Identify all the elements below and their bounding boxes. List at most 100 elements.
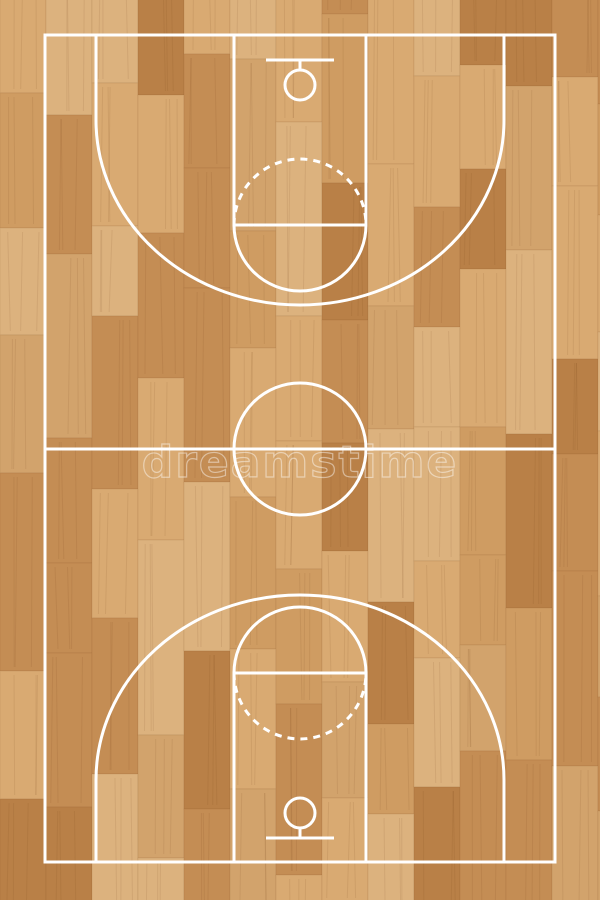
wood-grain <box>353 685 358 795</box>
wood-grain <box>32 96 35 225</box>
wood-grain <box>396 309 399 426</box>
wood-grain <box>563 457 566 568</box>
floor-plank <box>597 103 600 216</box>
wood-grain <box>290 707 292 872</box>
free-throw-circle-bottom-dashed <box>232 672 368 741</box>
floor-plank <box>551 358 599 455</box>
floor-plank <box>459 268 507 428</box>
wood-grain <box>430 79 433 204</box>
floor-plank <box>459 426 507 556</box>
wood-grain <box>463 172 467 266</box>
wood-grain <box>515 253 518 431</box>
wood-grain <box>82 0 85 112</box>
floor-plank <box>321 550 369 683</box>
wood-grain <box>438 430 443 558</box>
wood-grain <box>58 441 60 560</box>
wood-grain <box>384 605 387 721</box>
wood-grain <box>561 769 564 900</box>
rim-bottom <box>283 796 317 830</box>
wood-grain <box>479 558 482 642</box>
wood-grain <box>425 79 429 204</box>
floor-plank <box>321 681 369 799</box>
wood-grain <box>340 323 344 440</box>
wood-grain <box>159 861 161 900</box>
wood-grain <box>264 792 267 900</box>
wood-grain <box>130 777 133 900</box>
wood-grain <box>171 0 174 92</box>
wood-grain <box>105 492 109 615</box>
wood-grain <box>13 96 16 225</box>
wood-grain <box>519 253 523 431</box>
wood-grain <box>567 189 570 356</box>
floor-plank <box>275 315 323 442</box>
wood-grain <box>60 441 65 560</box>
floor-plank <box>0 670 47 800</box>
floor-plank <box>229 496 277 650</box>
wood-grain <box>163 0 166 92</box>
wood-grain <box>121 319 124 486</box>
wood-grain <box>399 817 402 900</box>
floor-plank <box>459 750 507 900</box>
wood-grain <box>55 810 59 900</box>
wood-grain <box>473 0 476 62</box>
wood-grain <box>124 492 129 615</box>
wood-grain <box>54 566 59 650</box>
wood-grain <box>514 611 518 757</box>
wood-grain <box>247 234 252 345</box>
wood-grain <box>421 0 424 73</box>
floor-plank <box>551 0 599 78</box>
floor-plank <box>413 326 461 428</box>
wood-grain <box>99 229 102 313</box>
wood-grain <box>221 291 225 479</box>
floor-plank <box>45 437 93 564</box>
wood-grain <box>346 446 349 548</box>
floor-plank <box>0 798 47 900</box>
free-throw-circle-top-solid <box>232 224 368 293</box>
wood-grain <box>151 381 156 537</box>
wood-grain <box>590 0 592 74</box>
wood-grain <box>107 86 111 223</box>
wood-grain <box>586 0 589 74</box>
floor-plank <box>597 595 600 698</box>
wood-grain <box>129 319 132 486</box>
floor-plank <box>137 734 185 859</box>
floor-plank <box>597 331 600 432</box>
wood-grain <box>207 654 211 806</box>
wood-grain <box>144 543 146 732</box>
wood-grain <box>452 790 456 900</box>
floor-plank <box>367 428 415 603</box>
floor-plank <box>597 214 600 333</box>
wood-grain <box>144 236 147 375</box>
wood-grain <box>97 0 101 80</box>
wood-grain <box>422 330 424 424</box>
wood-grain <box>439 661 442 784</box>
floor-plank <box>91 315 139 490</box>
wood-grain <box>212 654 215 806</box>
wood-grain <box>580 574 584 763</box>
wood-grain <box>248 62 252 228</box>
wood-grain <box>348 685 351 795</box>
wood-grain <box>290 444 294 566</box>
wood-grain <box>343 554 347 679</box>
floor-plank <box>367 305 415 430</box>
floor-plank <box>367 163 415 307</box>
wood-grain <box>80 656 83 804</box>
wood-grain <box>202 812 205 900</box>
wood-grain <box>387 167 392 303</box>
wood-grain <box>239 792 243 900</box>
wood-grain <box>327 554 332 679</box>
wood-grain <box>470 430 473 552</box>
wood-grain <box>6 802 10 900</box>
wood-grain <box>201 291 205 479</box>
floor-plank <box>137 0 185 96</box>
wood-grain <box>574 362 577 451</box>
floor-plank <box>459 64 507 170</box>
floor-plank <box>551 570 599 767</box>
floor-plank <box>275 440 323 570</box>
wood-grain <box>335 685 338 795</box>
wood-grain <box>441 564 444 655</box>
wood-grain <box>352 801 357 899</box>
wood-grain <box>404 605 409 721</box>
three-point-arc-top <box>94 35 506 307</box>
floor-plank <box>551 453 599 572</box>
